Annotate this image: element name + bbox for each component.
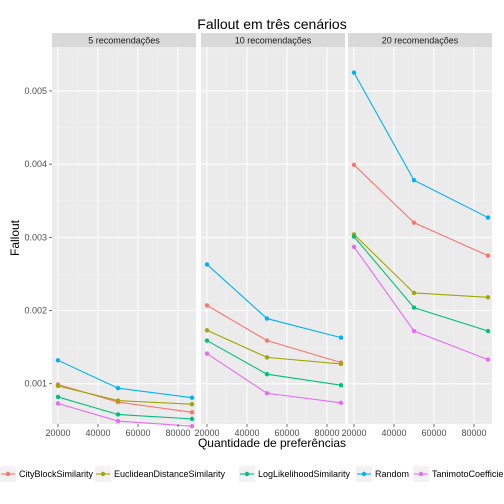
facet-strip-label: 10 recomendações — [235, 36, 312, 46]
legend-key-point — [6, 472, 10, 476]
data-point — [116, 412, 120, 416]
data-point — [205, 262, 209, 266]
data-point — [190, 395, 194, 399]
facet-strip-label: 5 recomendações — [88, 36, 160, 46]
y-tick-label: 0.003 — [24, 232, 47, 242]
x-tick-label: 80000 — [461, 428, 486, 438]
data-point — [352, 234, 356, 238]
chart-title: Fallout em três cenários — [197, 16, 346, 32]
facet-panels: 5 recomendações 20000 40000 60000 80000 0.001… — [24, 33, 492, 438]
data-point — [412, 291, 416, 295]
legend-item: TanimotoCoefficientSimilarity — [413, 466, 504, 482]
data-point — [265, 372, 269, 376]
x-tick-label: 60000 — [421, 428, 446, 438]
data-point — [205, 328, 209, 332]
data-point — [265, 338, 269, 342]
legend-item: Random — [356, 466, 409, 482]
data-point — [265, 316, 269, 320]
data-point — [56, 401, 60, 405]
x-tick-label: 40000 — [381, 428, 406, 438]
data-point — [190, 410, 194, 414]
data-point — [339, 362, 343, 366]
data-point — [352, 163, 356, 167]
data-point — [339, 335, 343, 339]
x-tick-label: 40000 — [85, 428, 110, 438]
legend-item: EuclideanDistanceSimilarity — [95, 466, 226, 482]
data-point — [339, 401, 343, 405]
data-point — [265, 391, 269, 395]
data-point — [412, 305, 416, 309]
panel-background — [348, 47, 492, 424]
legend-label: EuclideanDistanceSimilarity — [114, 469, 226, 479]
legend-key-point — [101, 472, 105, 476]
legend-key-point — [245, 472, 249, 476]
legend-item: LogLikelihoodSimilarity — [239, 466, 351, 482]
data-point — [412, 220, 416, 224]
data-point — [56, 395, 60, 399]
x-tick-label: 80000 — [165, 428, 190, 438]
data-point — [412, 178, 416, 182]
data-point — [486, 295, 490, 299]
data-point — [205, 352, 209, 356]
data-point — [205, 338, 209, 342]
data-point — [486, 215, 490, 219]
x-axis-title: Quantidade de preferências — [198, 436, 346, 450]
data-point — [486, 253, 490, 257]
facet-panel: 5 recomendações 20000 40000 60000 80000 0.001… — [24, 33, 196, 438]
legend-label: TanimotoCoefficientSimilarity — [432, 469, 504, 479]
data-point — [205, 303, 209, 307]
y-tick-label: 0.004 — [24, 159, 47, 169]
data-point — [412, 329, 416, 333]
data-point — [190, 417, 194, 421]
panel-background — [201, 47, 345, 424]
y-tick-label: 0.005 — [24, 86, 47, 96]
data-point — [352, 245, 356, 249]
data-point — [265, 355, 269, 359]
x-tick-label: 60000 — [125, 428, 150, 438]
legend-item: CityBlockSimilarity — [0, 466, 94, 482]
legend: CityBlockSimilarity EuclideanDistanceSimi… — [0, 466, 504, 482]
legend-label: LogLikelihoodSimilarity — [258, 469, 351, 479]
data-point — [56, 384, 60, 388]
y-tick-label: 0.002 — [24, 306, 47, 316]
legend-key-point — [362, 472, 366, 476]
legend-key-point — [419, 472, 423, 476]
data-point — [116, 398, 120, 402]
data-point — [352, 70, 356, 74]
y-axis-title: Fallout — [8, 219, 22, 256]
data-point — [116, 419, 120, 423]
data-point — [486, 329, 490, 333]
y-tick-label: 0.001 — [24, 379, 47, 389]
data-point — [56, 358, 60, 362]
data-point — [339, 383, 343, 387]
facet-strip-label: 20 recomendações — [382, 36, 459, 46]
data-point — [190, 402, 194, 406]
legend-label: Random — [375, 469, 409, 479]
data-point — [486, 357, 490, 361]
data-point — [116, 386, 120, 390]
x-tick-label: 20000 — [45, 428, 70, 438]
legend-label: CityBlockSimilarity — [19, 469, 94, 479]
